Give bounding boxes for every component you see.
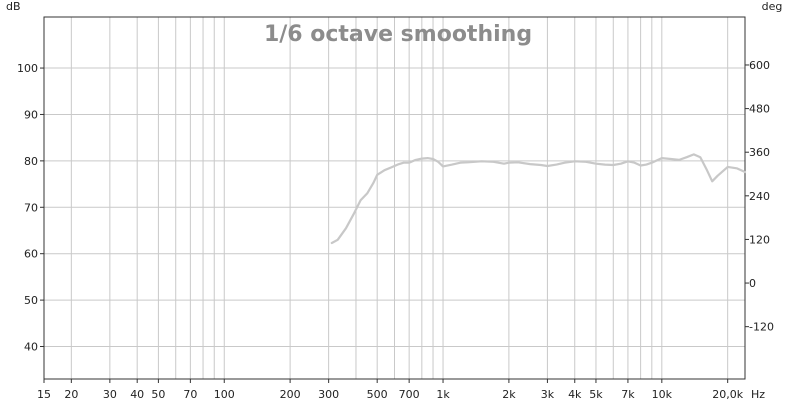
x-tick-label: 4k	[568, 388, 582, 401]
x-tick-label: 20,0k	[712, 388, 743, 401]
x-axis-unit: Hz	[751, 388, 765, 401]
y2-tick-label: -120	[749, 321, 774, 334]
y2-tick-label: 480	[749, 103, 770, 116]
right-axis-unit: deg	[762, 0, 783, 13]
x-tick-label: 1k	[436, 388, 450, 401]
grid-layer	[44, 17, 745, 379]
x-tick-label: 500	[367, 388, 388, 401]
y2-tick-label: 0	[749, 277, 756, 290]
x-tick-label: 7k	[621, 388, 635, 401]
y-tick-label: 100	[17, 62, 38, 75]
y-tick-label: 60	[24, 248, 38, 261]
x-tick-label: 15	[37, 388, 51, 401]
curve-layer	[330, 153, 747, 245]
x-tick-label: 700	[399, 388, 420, 401]
spl-curve	[330, 153, 747, 245]
y-tick-label: 40	[24, 341, 38, 354]
plot-frame	[43, 16, 746, 380]
x-tick-label: 100	[214, 388, 235, 401]
left-axis-unit: dB	[6, 0, 21, 13]
x-tick-label: 2k	[502, 388, 516, 401]
x-tick-label: 20	[64, 388, 78, 401]
x-tick-label: 70	[183, 388, 197, 401]
y2-tick-label: 120	[749, 233, 770, 246]
tick-label-layer: 100 90 80 70 60 50 40 600 480 360 240 120 0 -120 15 20 3…	[17, 59, 774, 401]
x-tick-label: 5k	[589, 388, 603, 401]
x-tick-label: 30	[103, 388, 117, 401]
chart-title: 1/6 octave smoothing	[264, 22, 532, 47]
x-tick-label: 10k	[652, 388, 673, 401]
x-tick-label: 200	[280, 388, 301, 401]
x-tick-label: 40	[130, 388, 144, 401]
y-tick-label: 80	[24, 155, 38, 168]
x-tick-label: 3k	[541, 388, 555, 401]
y2-tick-label: 360	[749, 146, 770, 159]
y-tick-label: 70	[24, 201, 38, 214]
x-tick-label: 300	[318, 388, 339, 401]
y2-tick-label: 600	[749, 59, 770, 72]
y2-tick-label: 240	[749, 190, 770, 203]
x-tick-label: 50	[151, 388, 165, 401]
y-tick-label: 50	[24, 294, 38, 307]
y-tick-label: 90	[24, 108, 38, 121]
